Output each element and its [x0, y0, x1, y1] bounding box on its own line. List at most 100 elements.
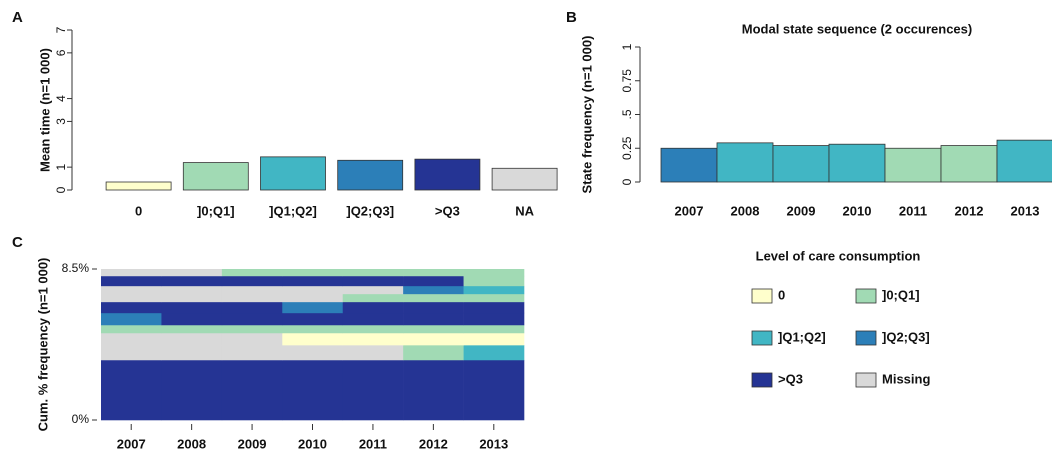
sequence-cell [221, 275, 283, 287]
sequence-cell [463, 359, 525, 421]
y-tick-label: 3 [54, 118, 68, 125]
sequence-cell [403, 359, 464, 421]
x-tick-label: NA [515, 203, 534, 218]
sequence-cell [342, 345, 404, 361]
sequence-cell [342, 293, 404, 303]
sequence-cell [342, 324, 404, 334]
legend-label: 0 [778, 287, 785, 302]
y-tick-label: 0.25 [620, 136, 634, 160]
sequence-cell [101, 275, 162, 287]
legend-label: ]Q2;Q3] [882, 329, 930, 344]
sequence-cell [403, 312, 464, 326]
x-tick-label: 2012 [419, 436, 448, 451]
sequence-cell [101, 345, 162, 361]
legend-label: ]0;Q1] [882, 287, 920, 302]
sequence-cell [101, 269, 162, 277]
x-tick-label: 2011 [899, 203, 927, 218]
sequence-cell [282, 285, 344, 295]
bar [182, 162, 249, 191]
sequence-cell [282, 359, 344, 421]
sequence-cell [463, 332, 525, 346]
sequence-cell [161, 275, 223, 287]
sequence-cell [161, 269, 223, 277]
x-tick-label: 2007 [117, 436, 146, 451]
sequence-cell [463, 269, 525, 277]
sequence-cell [403, 301, 464, 314]
y-tick-label: 0 [54, 186, 68, 193]
bar [996, 139, 1052, 183]
y-tick-label: 1 [620, 43, 634, 50]
sequence-cell [463, 301, 525, 314]
legend-swatch [855, 330, 877, 346]
y-tick-label: 8.5% [62, 261, 90, 275]
sequence-cell [161, 312, 223, 326]
x-tick-label: ]Q2;Q3] [346, 203, 394, 218]
sequence-cell [403, 332, 464, 346]
x-tick-label: 2009 [787, 203, 816, 218]
bar [828, 143, 886, 183]
sequence-cell [101, 324, 162, 334]
sequence-cell [342, 359, 404, 421]
x-tick-label: 0 [135, 203, 142, 218]
bar [940, 145, 998, 183]
sequence-cell [101, 332, 162, 346]
y-tick-label: 0.75 [620, 69, 634, 93]
sequence-cell [282, 269, 344, 277]
legend-title: Level of care consumption [756, 248, 921, 263]
sequence-cell [463, 312, 525, 326]
sequence-cell [161, 285, 223, 295]
sequence-cell [282, 345, 344, 361]
y-tick-label: 1 [54, 163, 68, 170]
x-tick-label: 2009 [238, 436, 267, 451]
chart-title: Modal state sequence (2 occurences) [742, 21, 972, 36]
y-tick-label: .5 [620, 109, 634, 119]
legend-label: >Q3 [778, 371, 803, 386]
sequence-cell [282, 301, 344, 314]
sequence-cell [101, 359, 162, 421]
sequence-cell [463, 324, 525, 334]
legend-swatch [751, 372, 773, 388]
sequence-cell [221, 293, 283, 303]
legend-label: Missing [882, 371, 930, 386]
sequence-cell [161, 324, 223, 334]
y-tick-label: 0 [620, 178, 634, 185]
y-axis-title: Mean time (n=1 000) [37, 48, 52, 172]
x-tick-label: 2011 [359, 436, 387, 451]
y-tick-label: 7 [54, 26, 68, 33]
panel-label: B [566, 9, 577, 26]
sequence-cell [221, 301, 283, 314]
sequence-cell [403, 345, 464, 361]
sequence-cell [282, 324, 344, 334]
sequence-cell [463, 275, 525, 287]
x-tick-label: ]Q1;Q2] [269, 203, 317, 218]
sequence-cell [342, 275, 404, 287]
sequence-cell [342, 285, 404, 295]
legend-swatch [855, 288, 877, 304]
sequence-cell [282, 312, 344, 326]
x-tick-label: 2010 [843, 203, 872, 218]
sequence-cell [161, 332, 223, 346]
sequence-cell [463, 345, 525, 361]
sequence-cell [403, 324, 464, 334]
sequence-cell [342, 312, 404, 326]
sequence-cell [403, 269, 464, 277]
x-tick-label: 2008 [731, 203, 760, 218]
sequence-cell [282, 275, 344, 287]
bar [260, 156, 326, 191]
bar [716, 142, 774, 183]
sequence-cell [342, 269, 404, 277]
sequence-cell [161, 301, 223, 314]
sequence-cell [101, 293, 162, 303]
sequence-cell [282, 293, 344, 303]
y-tick-label: 4 [54, 95, 68, 102]
sequence-cell [221, 312, 283, 326]
sequence-cell [101, 301, 162, 314]
y-tick-label: 6 [54, 49, 68, 56]
sequence-cell [221, 345, 283, 361]
y-tick-label: 0% [72, 412, 90, 426]
x-tick-label: 2008 [177, 436, 206, 451]
sequence-cell [342, 301, 404, 314]
sequence-cell [101, 285, 162, 295]
sequence-cell [463, 285, 525, 295]
